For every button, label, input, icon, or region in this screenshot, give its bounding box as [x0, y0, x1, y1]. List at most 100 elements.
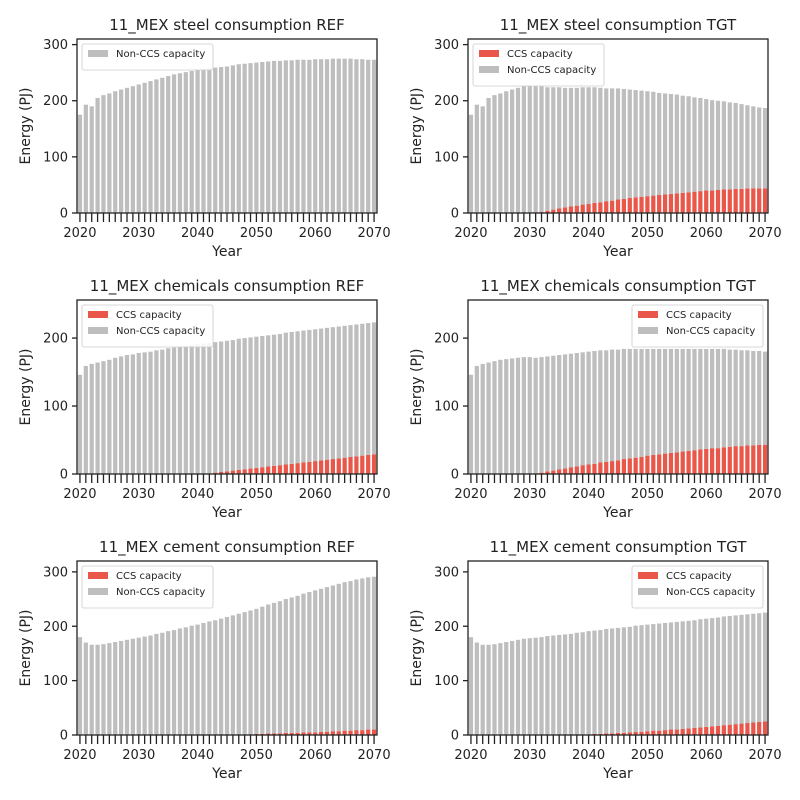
- chart-panel-6: 2020 2030 2040 2050 2060 2070 0 100 200 300 11_MEX…: [409, 538, 782, 782]
- bar-non-ccs-2022: [89, 644, 94, 735]
- x-tick-label: 2070: [749, 226, 782, 241]
- bar-non-ccs-2041: [592, 350, 597, 464]
- bar-ccs-2040: [586, 464, 591, 474]
- x-ticks: [79, 213, 375, 222]
- bar-ccs-2046: [621, 732, 626, 735]
- chart-panel-5: 2020 2030 2040 2050 2060 2070 0 100 200 300 11_MEX…: [18, 538, 391, 782]
- bar-ccs-2055: [283, 464, 288, 474]
- bar-non-ccs-2064: [336, 58, 341, 214]
- bar-ccs-2040: [586, 204, 591, 213]
- bar-non-ccs-2055: [674, 94, 679, 194]
- x-tick-label: 2060: [690, 226, 723, 241]
- bar-non-ccs-2067: [745, 614, 750, 724]
- x-tick-label: 2060: [299, 748, 332, 763]
- bar-ccs-2038: [574, 466, 579, 474]
- bar-non-ccs-2058: [301, 330, 306, 463]
- bar-non-ccs-2046: [621, 348, 626, 460]
- bar-ccs-2048: [633, 457, 638, 474]
- bar-ccs-2069: [366, 729, 371, 735]
- bar-non-ccs-2060: [313, 329, 318, 462]
- bar-ccs-2036: [562, 468, 568, 474]
- bar-non-ccs-2036: [171, 630, 177, 735]
- bar-ccs-2063: [721, 447, 726, 474]
- bar-ccs-2069: [757, 721, 762, 735]
- bar-non-ccs-2053: [662, 93, 668, 195]
- y-tick-label: 200: [434, 332, 459, 347]
- bar-non-ccs-2038: [574, 353, 579, 467]
- bar-ccs-2057: [686, 192, 691, 213]
- bar-non-ccs-2051: [651, 348, 656, 455]
- bar-non-ccs-2020: [468, 637, 474, 736]
- bar-ccs-2063: [721, 189, 726, 213]
- bar-ccs-2064: [727, 189, 732, 213]
- bar-non-ccs-2034: [551, 635, 556, 735]
- bar-ccs-2050: [645, 455, 650, 474]
- bar-non-ccs-2039: [580, 632, 585, 735]
- bar-non-ccs-2063: [721, 348, 726, 448]
- y-tick-label: 300: [43, 565, 68, 580]
- bar-ccs-2052: [657, 195, 662, 213]
- bar-non-ccs-2021: [474, 104, 479, 213]
- x-tick-label: 2050: [631, 748, 664, 763]
- bar-non-ccs-2024: [101, 644, 106, 735]
- bar-ccs-2067: [745, 445, 750, 474]
- bar-non-ccs-2047: [627, 348, 632, 459]
- legend: CCS capacity Non-CCS capacity: [472, 43, 605, 87]
- x-tick-label: 2030: [513, 226, 546, 241]
- x-tick-label: 2020: [63, 487, 96, 502]
- bar-non-ccs-2035: [166, 348, 171, 474]
- bar-non-ccs-2027: [119, 356, 124, 474]
- chart-panel-3: 2020 2030 2040 2050 2060 2070 0 100 200 11_MEX ch…: [18, 277, 391, 521]
- bar-ccs-2063: [330, 731, 335, 735]
- bar-ccs-2063: [721, 725, 726, 735]
- bar-non-ccs-2056: [289, 60, 294, 213]
- y-axis-label: Energy (PJ): [18, 88, 34, 165]
- bar-ccs-2045: [224, 471, 230, 474]
- y-tick-label: 0: [60, 729, 68, 744]
- x-tick-label: 2050: [240, 487, 273, 502]
- bar-non-ccs-2031: [533, 86, 538, 213]
- bar-ccs-2061: [710, 190, 715, 213]
- bar-non-ccs-2024: [101, 95, 106, 213]
- bar-non-ccs-2058: [301, 59, 306, 213]
- bar-non-ccs-2047: [236, 338, 241, 470]
- x-tick-label: 2060: [299, 226, 332, 241]
- bar-non-ccs-2050: [645, 624, 650, 732]
- bar-non-ccs-2048: [242, 63, 247, 214]
- legend-swatch-ccs: [88, 572, 108, 579]
- bar-ccs-2067: [354, 730, 359, 735]
- bar-ccs-2060: [704, 448, 709, 474]
- bar-non-ccs-2065: [733, 615, 738, 725]
- bar-non-ccs-2069: [757, 350, 762, 445]
- bar-non-ccs-2023: [486, 362, 491, 474]
- bar-ccs-2060: [704, 190, 709, 213]
- bar-non-ccs-2041: [201, 622, 206, 735]
- bar-non-ccs-2061: [710, 100, 715, 191]
- bar-non-ccs-2024: [492, 95, 497, 213]
- y-tick-label: 200: [434, 94, 459, 109]
- x-tick-label: 2040: [181, 748, 214, 763]
- bar-non-ccs-2065: [342, 58, 347, 214]
- x-tick-label: 2020: [63, 748, 96, 763]
- bar-ccs-2049: [639, 731, 644, 735]
- bar-non-ccs-2026: [113, 357, 118, 474]
- bar-non-ccs-2045: [224, 66, 230, 213]
- bar-non-ccs-2061: [319, 59, 324, 214]
- bar-non-ccs-2023: [95, 644, 100, 735]
- bar-non-ccs-2028: [515, 357, 521, 474]
- bar-non-ccs-2067: [354, 324, 359, 457]
- bar-ccs-2044: [219, 471, 224, 474]
- bar-non-ccs-2064: [727, 102, 732, 190]
- bar-non-ccs-2038: [183, 627, 188, 735]
- bar-ccs-2052: [657, 730, 662, 735]
- bar-non-ccs-2042: [207, 342, 212, 474]
- bar-ccs-2060: [313, 461, 318, 474]
- bar-non-ccs-2045: [224, 340, 230, 472]
- bar-ccs-2070: [371, 454, 377, 474]
- bar-non-ccs-2028: [515, 639, 521, 735]
- bar-ccs-2061: [319, 460, 324, 474]
- bar-non-ccs-2032: [148, 81, 153, 213]
- bar-non-ccs-2030: [136, 84, 141, 214]
- bar-non-ccs-2021: [474, 365, 479, 474]
